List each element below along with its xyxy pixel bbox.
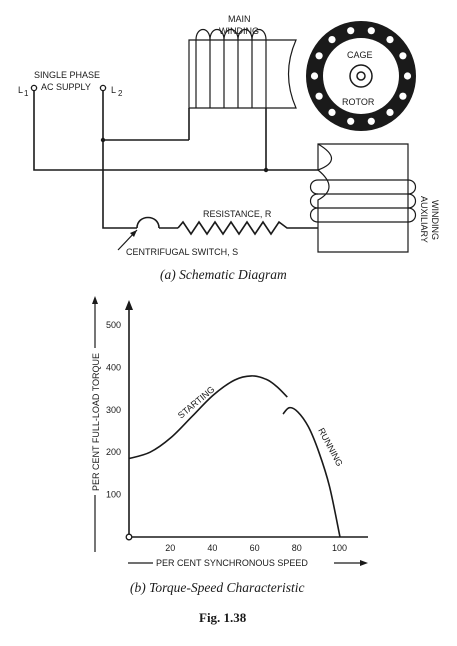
ylabel-arrow-head	[92, 296, 98, 304]
switch-label: CENTRIFUGAL SWITCH, S	[126, 247, 238, 257]
rotor-label-line1: CAGE	[347, 50, 373, 60]
rotor-bar	[403, 72, 412, 80]
main-winding-label-line2: WINDING	[219, 26, 259, 36]
x-tick-label: 60	[250, 543, 260, 553]
schematic-diagram: SINGLE PHASE AC SUPPLY L 1 L 2 MAIN WIND…	[18, 14, 440, 282]
junction-l2	[100, 137, 106, 143]
rotor-bar	[367, 27, 375, 35]
aux-winding-core-arc	[317, 143, 333, 171]
wire-l1	[33, 91, 318, 171]
rotor-bar	[315, 52, 323, 60]
figure-label: Fig. 1.38	[199, 610, 247, 625]
centrifugal-switch-contact	[136, 216, 160, 229]
rotor-bar	[315, 92, 323, 100]
junction-main-return	[263, 167, 269, 173]
x-tick-label: 80	[292, 543, 302, 553]
terminal-l2	[99, 84, 107, 92]
aux-winding-label-line1: AUXILIARY	[419, 196, 429, 243]
y-tick-label: 300	[106, 405, 121, 415]
rotor-label-line2: ROTOR	[342, 97, 375, 107]
terminal-l1-letter: L	[18, 85, 23, 95]
y-tick-labels: 100 200 300 400 500	[106, 320, 121, 500]
cage-rotor	[306, 21, 416, 131]
torque-speed-graph: 100 200 300 400 500 20 40 60 80 100 PER CENT FUL…	[91, 296, 368, 625]
main-winding-coils	[195, 28, 267, 108]
rotor-bar	[399, 92, 407, 100]
rotor-bar	[347, 117, 355, 125]
rotor-bar	[328, 36, 336, 44]
rotor-bar	[328, 108, 336, 116]
rotor-bars	[310, 27, 412, 125]
main-winding-core	[188, 39, 297, 109]
y-tick-label: 200	[106, 447, 121, 457]
x-tick-label: 20	[165, 543, 175, 553]
supply-label-line1: SINGLE PHASE	[34, 70, 100, 80]
terminal-l2-sub: 2	[118, 89, 123, 98]
terminal-l1-sub: 1	[24, 89, 29, 98]
series-label-running: RUNNING	[316, 426, 345, 468]
x-tick-label: 40	[207, 543, 217, 553]
resistance-label: RESISTANCE, R	[203, 209, 272, 219]
rotor-bar	[347, 27, 355, 35]
series-label-starting: STARTING	[176, 384, 217, 420]
terminal-l2-label: L 2	[111, 85, 123, 98]
terminal-l1	[30, 84, 38, 92]
aux-winding-coils	[309, 179, 417, 223]
rotor-bar	[399, 52, 407, 60]
aux-winding-label-line2: WINDING	[430, 200, 440, 240]
wire-l2-aux	[102, 140, 112, 229]
y-tick-label: 100	[106, 490, 121, 500]
main-winding-label-line1: MAIN	[228, 14, 251, 24]
switch-arrow-head	[130, 230, 137, 237]
series-line-starting	[128, 375, 288, 460]
rotor-bar	[386, 108, 394, 116]
rotor-bar	[310, 72, 319, 80]
rotor-bar	[367, 117, 375, 125]
series-line-running	[282, 406, 341, 538]
xlabel-arrow-head	[360, 560, 368, 566]
x-axis-label: PER CENT SYNCHRONOUS SPEED	[156, 558, 308, 568]
graph-caption: (b) Torque-Speed Characteristic	[130, 580, 304, 595]
terminal-l2-letter: L	[111, 85, 116, 95]
y-axis-label: PER CENT FULL-LOAD TORQUE	[91, 353, 101, 491]
resistor-zigzag	[177, 220, 318, 236]
supply-label-line2: AC SUPPLY	[41, 82, 91, 92]
y-tick-label: 500	[106, 320, 121, 330]
y-axis-arrow	[125, 300, 133, 310]
x-tick-label: 100	[332, 543, 347, 553]
aux-winding-core	[317, 143, 409, 253]
wire-l2-main	[102, 91, 189, 141]
y-tick-label: 400	[106, 362, 121, 372]
origin-marker	[125, 533, 133, 541]
x-tick-labels: 20 40 60 80 100	[165, 543, 347, 553]
rotor-bar	[386, 36, 394, 44]
terminal-l1-label: L 1	[18, 85, 29, 98]
schematic-caption: (a) Schematic Diagram	[160, 267, 287, 282]
torque-curves	[128, 375, 341, 538]
